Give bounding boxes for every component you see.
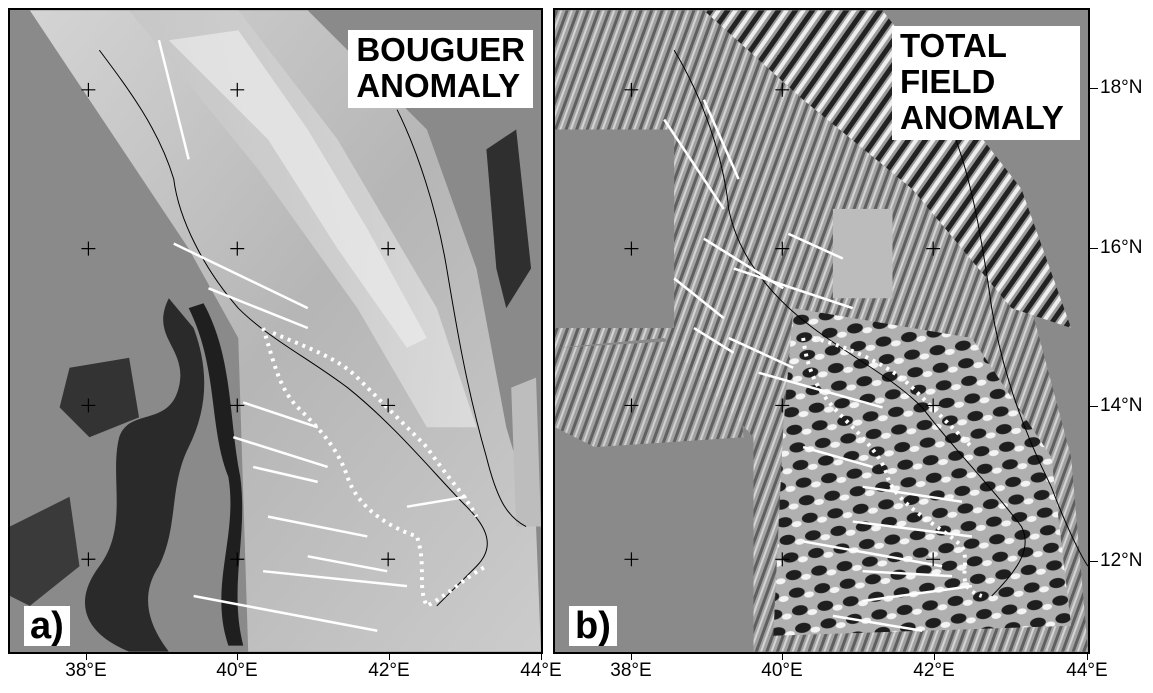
map-panel-total-field: TOTAL FIELD ANOMALY b) bbox=[553, 8, 1090, 654]
x-tick bbox=[631, 654, 632, 660]
y-tick-label: 16°N bbox=[1100, 237, 1143, 258]
x-tick bbox=[86, 654, 87, 660]
x-tick bbox=[237, 654, 238, 660]
bouguer-relief-map bbox=[10, 10, 541, 652]
title-line: BOUGUER bbox=[356, 31, 525, 68]
x-tick-label: 42°E bbox=[913, 660, 955, 681]
x-tick-label: 38°E bbox=[65, 660, 107, 681]
panel-title: TOTAL FIELD ANOMALY bbox=[892, 26, 1080, 140]
y-tick bbox=[1088, 406, 1098, 407]
x-tick bbox=[541, 654, 542, 660]
x-tick-label: 44°E bbox=[520, 660, 562, 681]
x-tick-label: 44°E bbox=[1066, 660, 1108, 681]
y-tick-label: 12°N bbox=[1100, 550, 1143, 571]
x-tick bbox=[389, 654, 390, 660]
y-tick bbox=[1088, 561, 1098, 562]
y-tick-label: 14°N bbox=[1100, 395, 1143, 416]
x-tick bbox=[1087, 654, 1088, 660]
title-line: FIELD bbox=[900, 63, 996, 100]
title-line: ANOMALY bbox=[900, 99, 1064, 136]
panel-letter: a) bbox=[24, 606, 70, 646]
total-field-relief-map bbox=[555, 10, 1088, 652]
panel-letter: b) bbox=[569, 606, 617, 646]
x-tick-label: 38°E bbox=[610, 660, 652, 681]
title-line: TOTAL bbox=[900, 27, 1007, 64]
grid-cross-icon bbox=[624, 82, 941, 567]
title-line: ANOMALY bbox=[356, 67, 521, 104]
map-panel-bouguer: BOUGUER ANOMALY a) bbox=[8, 8, 543, 654]
panel-title: BOUGUER ANOMALY bbox=[348, 30, 533, 108]
x-tick-label: 40°E bbox=[216, 660, 258, 681]
x-tick bbox=[934, 654, 935, 660]
y-tick bbox=[1088, 88, 1098, 89]
y-tick-label: 18°N bbox=[1100, 77, 1143, 98]
y-tick bbox=[1088, 248, 1098, 249]
grid-cross-icon bbox=[81, 82, 396, 567]
x-tick-label: 40°E bbox=[761, 660, 803, 681]
x-tick bbox=[782, 654, 783, 660]
x-tick-label: 42°E bbox=[368, 660, 410, 681]
